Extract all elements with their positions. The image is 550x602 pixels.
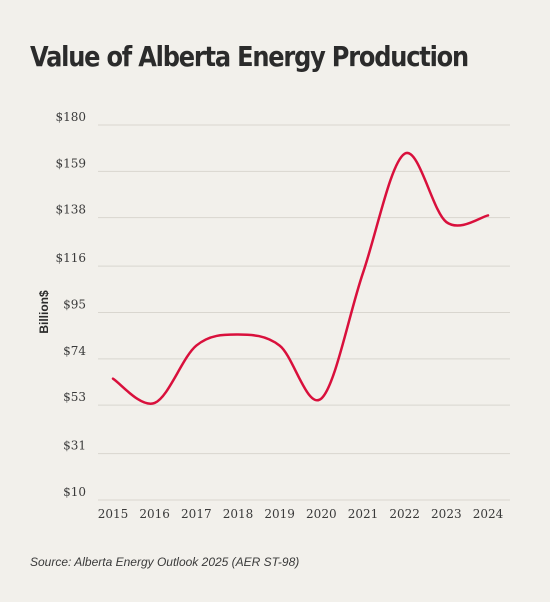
y-tick-label: $138	[55, 203, 86, 217]
x-tick-label: 2024	[473, 507, 504, 521]
x-tick-label: 2023	[431, 507, 462, 521]
x-tick-label: 2015	[98, 507, 129, 521]
x-tick-label: 2016	[139, 507, 170, 521]
series-group	[111, 151, 490, 405]
y-tick-label: $31	[63, 439, 86, 453]
y-tick-label: $10	[63, 485, 86, 499]
y-tick-label: $53	[63, 390, 86, 404]
source-note: Source: Alberta Energy Outlook 2025 (AER…	[30, 555, 300, 569]
x-tick-label: 2020	[306, 507, 337, 521]
y-tick-label: $159	[55, 156, 86, 170]
y-axis-title: Billion$	[37, 290, 51, 334]
series-line	[111, 151, 490, 405]
x-tick-label: 2019	[264, 507, 295, 521]
x-tick-label: 2018	[223, 507, 254, 521]
chart-title: Value of Alberta Energy Production	[30, 40, 469, 73]
y-tick-label: $180	[55, 110, 86, 124]
x-tick-label: 2022	[389, 507, 420, 521]
gridlines	[98, 124, 510, 501]
y-tick-label: $74	[63, 344, 86, 358]
x-tick-label: 2021	[348, 507, 379, 521]
y-tick-label: $95	[63, 298, 86, 312]
y-tick-label: $116	[55, 251, 86, 265]
x-tick-label: 2017	[181, 507, 212, 521]
x-axis-tick-labels: 2015 2016 2017 2018 2019 2020 2021 2022 2023 2024	[98, 507, 504, 521]
y-axis-tick-labels: $10 $31 $53 $74 $95 $116 $138 $159 $180	[55, 110, 86, 499]
